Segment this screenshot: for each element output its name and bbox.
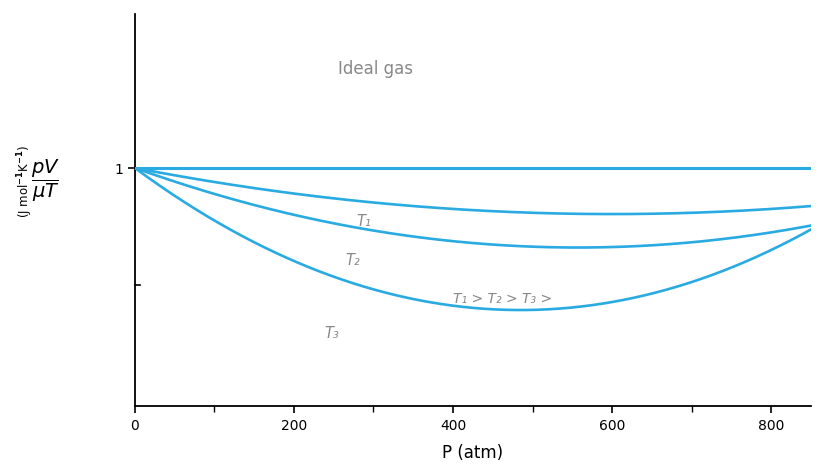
Text: T₂: T₂ [345,252,360,268]
X-axis label: P (atm): P (atm) [443,443,504,461]
Text: (J mol$^{\mathbf{-1}}$K$^{\mathbf{-1}}$): (J mol$^{\mathbf{-1}}$K$^{\mathbf{-1}}$) [15,144,35,218]
Text: Ideal gas: Ideal gas [338,60,413,78]
Text: $\dfrac{pV}{\mu T}$: $\dfrac{pV}{\mu T}$ [31,158,59,204]
Text: T₃: T₃ [324,326,339,340]
Text: T₁: T₁ [356,213,371,228]
Text: T₁ > T₂ > T₃ >: T₁ > T₂ > T₃ > [453,291,552,305]
